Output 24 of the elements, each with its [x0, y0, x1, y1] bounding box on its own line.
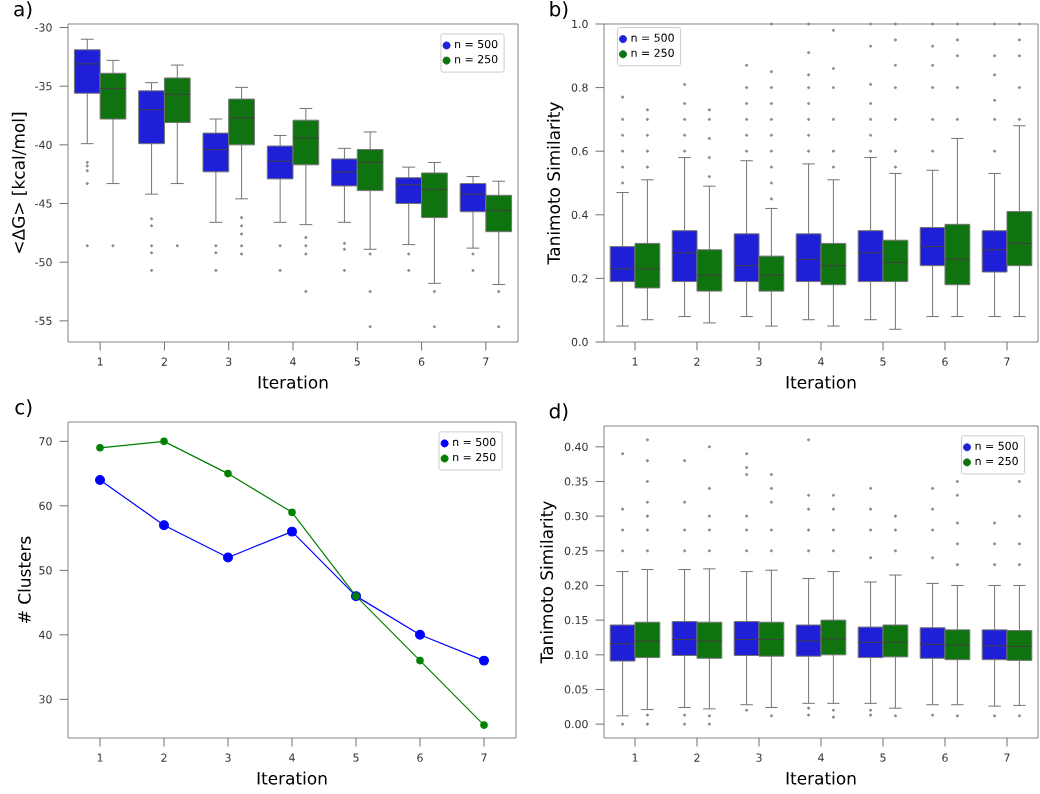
y-axis-title: Tanimoto Similarity	[539, 501, 557, 664]
point	[159, 520, 169, 531]
chart-title: d)	[549, 403, 568, 421]
point	[96, 444, 104, 452]
point	[95, 475, 105, 486]
y-axis-title: Tanimoto Similarity	[546, 102, 564, 265]
x-axis-title: Iteration	[257, 771, 327, 785]
point	[416, 656, 424, 665]
chart-title: a)	[14, 1, 32, 19]
point	[415, 629, 425, 640]
chart-title: c)	[15, 399, 32, 417]
y-axis-title: # Clusters	[17, 536, 31, 623]
point	[288, 508, 296, 517]
x-axis-title: Iteration	[786, 375, 856, 389]
y-axis-title: <ΔG> [kcal/mol]	[11, 112, 27, 253]
x-axis-title: Iteration	[786, 771, 856, 785]
point	[224, 469, 232, 478]
chart-title: b)	[550, 1, 568, 19]
x-axis-title: Iteration	[258, 375, 328, 389]
point	[479, 655, 489, 666]
point	[287, 526, 297, 537]
point	[480, 721, 488, 729]
point	[223, 552, 233, 563]
point	[160, 437, 168, 446]
